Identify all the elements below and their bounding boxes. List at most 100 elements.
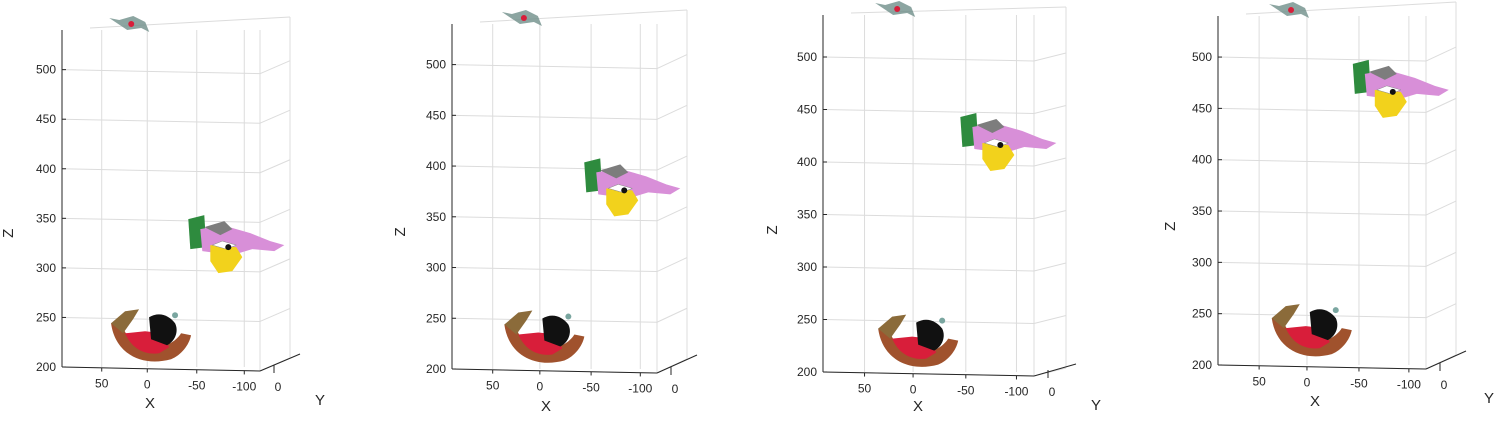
x-tick-label: -50 bbox=[1350, 376, 1368, 390]
z-axis-label: Z bbox=[0, 229, 17, 238]
x-tick-label: 50 bbox=[1252, 375, 1266, 389]
z-tick-label: 350 bbox=[797, 208, 817, 222]
point-cloud bbox=[939, 317, 946, 324]
z-tick-label: 350 bbox=[426, 210, 446, 224]
grid-line bbox=[656, 155, 688, 171]
x-tick-label: 50 bbox=[95, 377, 109, 391]
point-cloud bbox=[1271, 304, 1300, 329]
cluster-top bbox=[109, 16, 150, 32]
x-tick-label: -100 bbox=[232, 379, 256, 393]
x-axis-line bbox=[61, 366, 261, 372]
grid-line bbox=[451, 267, 658, 273]
grid-line bbox=[656, 307, 688, 323]
point-cloud bbox=[149, 314, 177, 346]
x-tick-label: 0 bbox=[910, 382, 917, 396]
x-tick-label: 0 bbox=[537, 379, 544, 393]
z-tick-label: 200 bbox=[36, 360, 56, 374]
z-axis-label: Z bbox=[392, 227, 409, 236]
z-tick-label: 450 bbox=[36, 112, 56, 126]
z-tick-label: 300 bbox=[36, 261, 56, 275]
grid-line bbox=[259, 60, 291, 75]
cluster-lower bbox=[878, 314, 959, 367]
point-cloud bbox=[976, 119, 1005, 133]
y-axis-line bbox=[1425, 350, 1467, 370]
point-cloud bbox=[1389, 88, 1396, 95]
grid-line bbox=[822, 266, 1035, 272]
grid-line bbox=[1217, 261, 1427, 267]
z-tick-label: 250 bbox=[797, 313, 817, 327]
point-cloud bbox=[878, 314, 907, 339]
grid-line bbox=[259, 109, 291, 124]
z-tick-label: 350 bbox=[1192, 204, 1212, 218]
grid-line bbox=[1217, 56, 1427, 62]
y-tick-label: 0 bbox=[672, 382, 679, 396]
point-cloud bbox=[225, 244, 232, 251]
grid-line bbox=[656, 206, 688, 222]
x-tick-label: -50 bbox=[188, 378, 206, 392]
x-axis-label: X bbox=[913, 398, 923, 415]
chart-panel-1 bbox=[61, 16, 301, 375]
x-tick-label: -100 bbox=[1397, 377, 1421, 391]
z-tick-label: 500 bbox=[426, 58, 446, 72]
grid-line bbox=[822, 109, 1035, 114]
grid-line bbox=[61, 118, 261, 124]
grid-line bbox=[822, 56, 1035, 62]
y-axis-label: Y bbox=[1484, 390, 1494, 407]
grid-line bbox=[656, 257, 688, 272]
point-cloud bbox=[128, 21, 135, 27]
grid-line bbox=[451, 165, 658, 171]
point-cloud bbox=[1374, 89, 1407, 118]
x-tick-label: -100 bbox=[1004, 384, 1028, 398]
cluster-top bbox=[1269, 2, 1310, 18]
x-axis-label: X bbox=[1310, 393, 1320, 410]
point-cloud bbox=[878, 324, 959, 367]
point-cloud bbox=[111, 309, 140, 334]
cluster-upper bbox=[188, 215, 285, 274]
point-cloud bbox=[172, 312, 179, 319]
point-cloud bbox=[204, 221, 233, 236]
chart-panel-3 bbox=[822, 1, 1077, 380]
y-axis-label: Y bbox=[315, 392, 325, 409]
z-tick-label: 200 bbox=[797, 365, 817, 379]
y-axis-line bbox=[656, 354, 698, 374]
x-axis-line bbox=[451, 368, 658, 374]
cluster-upper bbox=[584, 158, 681, 217]
z-tick-label: 400 bbox=[426, 159, 446, 173]
cluster-lower bbox=[504, 310, 585, 363]
point-cloud bbox=[565, 313, 572, 320]
z-tick-label: 200 bbox=[1192, 358, 1212, 372]
grid-line bbox=[1217, 159, 1427, 165]
z-tick-label: 450 bbox=[426, 108, 446, 122]
y-axis-label: Y bbox=[1091, 397, 1101, 414]
grid-line bbox=[259, 307, 291, 322]
grid-line bbox=[656, 104, 688, 120]
z-tick-label: 450 bbox=[797, 103, 817, 117]
point-cloud bbox=[1288, 7, 1295, 13]
grid-line bbox=[1425, 303, 1457, 319]
point-cloud bbox=[1309, 309, 1338, 341]
point-cloud bbox=[606, 188, 639, 217]
y-axis-line bbox=[259, 353, 301, 372]
grid-line bbox=[1033, 262, 1067, 272]
z-tick-label: 400 bbox=[36, 162, 56, 176]
grid-line bbox=[1033, 157, 1067, 167]
point-cloud bbox=[542, 315, 570, 347]
z-tick-label: 500 bbox=[36, 63, 56, 77]
cluster-upper bbox=[960, 113, 1057, 171]
grid-line bbox=[1425, 46, 1457, 62]
point-cloud bbox=[520, 15, 527, 21]
z-tick-label: 300 bbox=[1192, 255, 1212, 269]
z-tick-label: 350 bbox=[36, 211, 56, 225]
grid-line bbox=[1425, 149, 1457, 165]
point-cloud bbox=[621, 187, 628, 194]
cluster-top bbox=[501, 10, 542, 26]
grid-line bbox=[1033, 52, 1067, 62]
x-tick-label: 0 bbox=[144, 377, 151, 391]
x-axis-line bbox=[1217, 364, 1427, 370]
grid-line bbox=[259, 159, 291, 174]
y-tick-label: 0 bbox=[275, 380, 282, 394]
y-tick-label: 0 bbox=[1441, 378, 1448, 392]
point-cloud bbox=[997, 142, 1004, 148]
grid-line bbox=[1033, 105, 1067, 114]
